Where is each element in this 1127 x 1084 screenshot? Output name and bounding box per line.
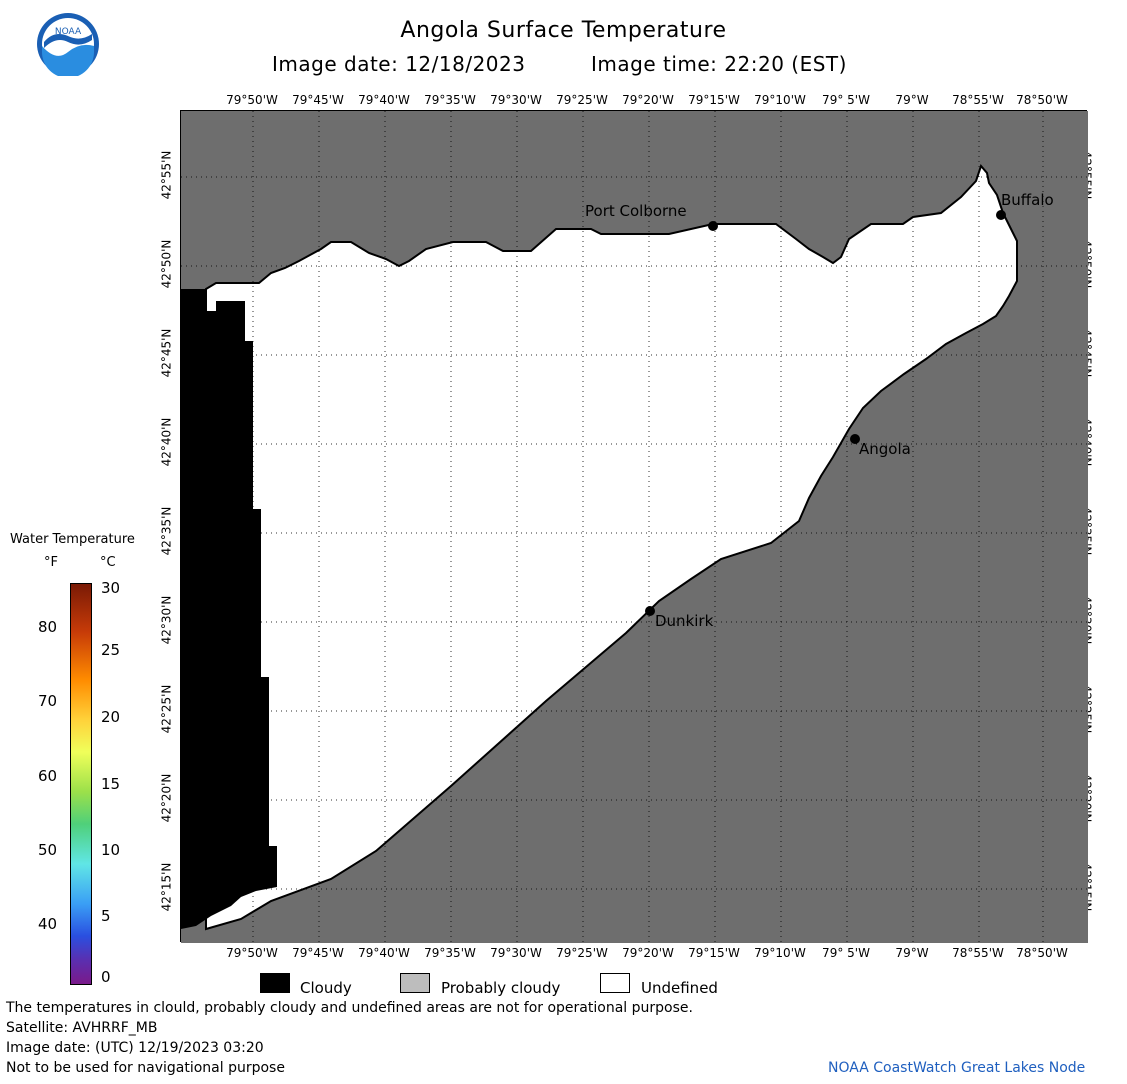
colorbar-title: Water Temperature — [10, 532, 135, 547]
lon-label-bottom: 79° 5'W — [822, 946, 870, 960]
colorbar-f-tick: 50 — [38, 841, 58, 859]
city-label-dunkirk: Dunkirk — [655, 612, 714, 630]
lon-label-top: 79°40'W — [358, 93, 410, 107]
lon-label-top: 79° 5'W — [822, 93, 870, 107]
colorbar-c-tick: 15 — [101, 775, 121, 793]
footer-satellite: Satellite: AVHRRF_MB — [6, 1020, 158, 1036]
colorbar-c-tick: 30 — [101, 579, 121, 597]
lon-label-bottom: 79°30'W — [490, 946, 542, 960]
colorbar-c-tick: 5 — [101, 907, 111, 925]
key-probably-cloudy-label: Probably cloudy — [441, 979, 561, 997]
colorbar-f-tick: 80 — [38, 618, 58, 636]
lon-label-bottom: 79°15'W — [688, 946, 740, 960]
lat-label-left: 42°35'N — [159, 506, 174, 556]
lat-label-left: 42°50'N — [159, 239, 174, 289]
colorbar-f-tick: 40 — [38, 915, 58, 933]
lat-label-left: 42°25'N — [159, 684, 174, 734]
lon-label-bottom: 79°50'W — [226, 946, 278, 960]
key-cloudy-label: Cloudy — [300, 979, 352, 997]
lon-label-top: 79°35'W — [424, 93, 476, 107]
colorbar-c-tick: 20 — [101, 708, 121, 726]
lon-label-bottom: 79°35'W — [424, 946, 476, 960]
lat-label-left: 42°30'N — [159, 595, 174, 645]
lon-label-bottom: 79°W — [895, 946, 929, 960]
lon-label-bottom: 79°10'W — [754, 946, 806, 960]
lon-label-top: 79°20'W — [622, 93, 674, 107]
city-label-angola: Angola — [859, 440, 911, 458]
lon-label-top: 78°55'W — [952, 93, 1004, 107]
lon-label-top: 79°25'W — [556, 93, 608, 107]
lat-label-left: 42°40'N — [159, 417, 174, 467]
lat-label-left: 42°15'N — [159, 862, 174, 912]
key-probably-cloudy-swatch — [400, 973, 430, 993]
colorbar-c-tick: 10 — [101, 841, 121, 859]
city-marker-dunkirk — [645, 606, 655, 616]
lon-label-bottom: 78°55'W — [952, 946, 1004, 960]
lat-lon-grid — [181, 111, 1088, 943]
image-time: Image time: 22:20 (EST) — [591, 52, 847, 76]
cloud-area — [181, 289, 277, 929]
lon-label-top: 78°50'W — [1016, 93, 1068, 107]
lake-undefined-area — [205, 164, 1018, 931]
colorbar-f-tick: 60 — [38, 767, 58, 785]
city-marker-angola — [850, 434, 860, 444]
lat-label-left: 42°55'N — [159, 150, 174, 200]
logo-text: NOAA — [55, 27, 82, 37]
noaa-logo-icon: NOAA — [36, 12, 100, 78]
lat-label-left: 42°45'N — [159, 328, 174, 378]
map-panel[interactable]: Port Colborne Buffalo Angola Dunkirk — [180, 110, 1088, 943]
lon-label-bottom: 79°20'W — [622, 946, 674, 960]
colorbar — [70, 583, 92, 985]
lon-label-top: 79°45'W — [292, 93, 344, 107]
city-label-port-colborne: Port Colborne — [585, 202, 687, 220]
lon-label-top: 79°W — [895, 93, 929, 107]
lon-label-top: 79°30'W — [490, 93, 542, 107]
city-label-buffalo: Buffalo — [1001, 191, 1054, 209]
lon-label-bottom: 79°45'W — [292, 946, 344, 960]
lon-label-top: 79°50'W — [226, 93, 278, 107]
footer-utc-date: Image date: (UTC) 12/19/2023 03:20 — [6, 1040, 264, 1056]
page-title: Angola Surface Temperature — [400, 18, 727, 43]
key-undefined-swatch — [600, 973, 630, 993]
colorbar-unit-c: °C — [100, 555, 116, 570]
colorbar-c-tick: 25 — [101, 641, 121, 659]
footer-navigation-warning: Not to be used for navigational purpose — [6, 1060, 285, 1076]
footer-credit: NOAA CoastWatch Great Lakes Node — [828, 1060, 1086, 1076]
lon-label-top: 79°15'W — [688, 93, 740, 107]
colorbar-c-tick: 0 — [101, 968, 111, 986]
lon-label-top: 79°10'W — [754, 93, 806, 107]
city-marker-port-colborne — [708, 221, 718, 231]
footer-disclaimer: The temperatures in clould, probably clo… — [6, 1000, 693, 1016]
image-date: Image date: 12/18/2023 — [272, 52, 526, 76]
lon-label-bottom: 78°50'W — [1016, 946, 1068, 960]
key-undefined-label: Undefined — [641, 979, 718, 997]
lon-label-bottom: 79°40'W — [358, 946, 410, 960]
lon-label-bottom: 79°25'W — [556, 946, 608, 960]
colorbar-unit-f: °F — [44, 555, 58, 570]
key-cloudy-swatch — [260, 973, 290, 993]
colorbar-f-tick: 70 — [38, 692, 58, 710]
city-marker-buffalo — [996, 210, 1006, 220]
lat-label-left: 42°20'N — [159, 773, 174, 823]
